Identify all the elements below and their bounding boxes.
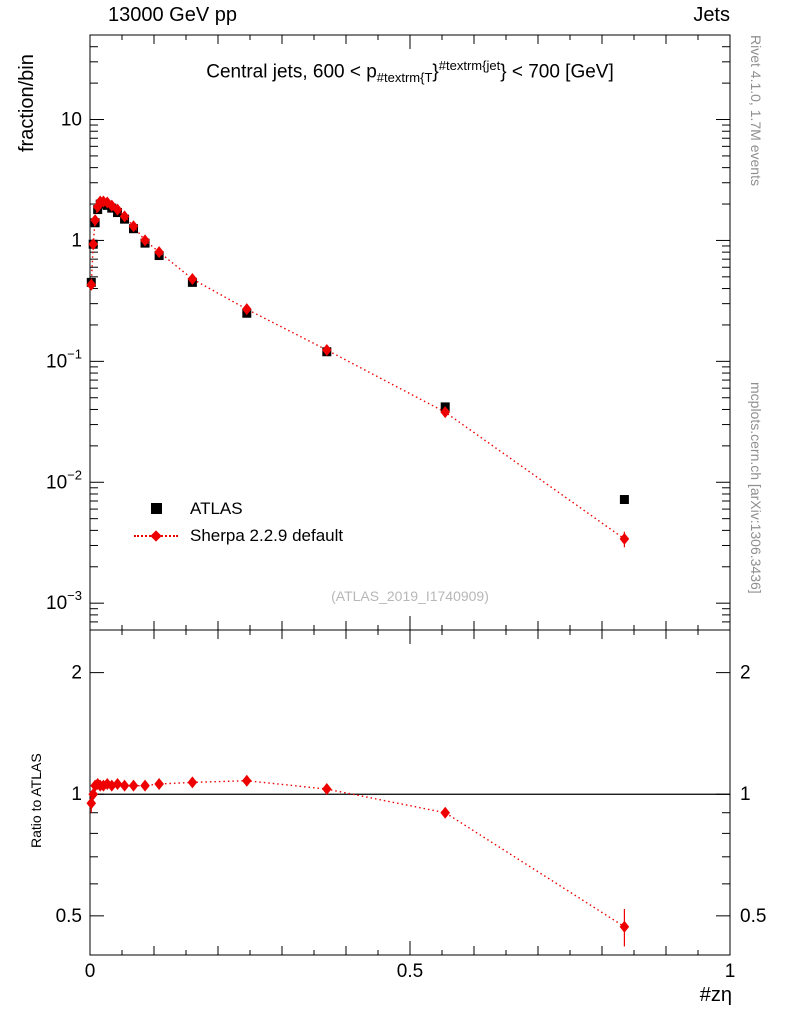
mcplots-credit-label: mcplots.cern.ch [arXiv:1306.3436] bbox=[748, 382, 764, 594]
atlas-series bbox=[86, 199, 629, 505]
legend-label-sherpa: Sherpa 2.2.9 default bbox=[190, 525, 344, 545]
plot-title-brace: } bbox=[432, 61, 439, 83]
plot-title-sub: #textrm{T bbox=[376, 70, 433, 86]
svg-text:0.5: 0.5 bbox=[56, 906, 82, 927]
svg-text:1: 1 bbox=[725, 961, 736, 982]
svg-text:1: 1 bbox=[71, 784, 82, 805]
svg-text:0.5: 0.5 bbox=[397, 961, 423, 982]
svg-text:1: 1 bbox=[740, 784, 751, 805]
plot-title-post: } < 700 [GeV] bbox=[500, 61, 614, 83]
plot-title-pre: Central jets, 600 < p bbox=[206, 61, 377, 83]
svg-text:2: 2 bbox=[71, 663, 82, 684]
sherpa-diamond-marker-icon bbox=[132, 526, 180, 546]
legend-label-atlas: ATLAS bbox=[190, 498, 243, 518]
y-axis-label-main: fraction/bin bbox=[16, 54, 38, 152]
plot-title: Central jets, 600 < p#textrm{T}#textrm{j… bbox=[100, 58, 720, 85]
atlas-square-marker-icon bbox=[132, 499, 180, 519]
svg-text:0: 0 bbox=[85, 961, 96, 982]
ratio-series bbox=[86, 774, 630, 947]
legend-item-sherpa: Sherpa 2.2.9 default bbox=[132, 522, 343, 549]
svg-text:10: 10 bbox=[61, 110, 82, 131]
svg-text:1: 1 bbox=[71, 230, 82, 251]
legend: ATLAS Sherpa 2.2.9 default bbox=[132, 495, 343, 549]
tick-labels: 10 1 10−1 10−2 10−3 0.5 0.5 1 1 2 2 0 0.5 1 bbox=[46, 110, 766, 982]
rivet-version-label: Rivet 4.1.0, 1.7M events bbox=[748, 35, 764, 186]
sherpa-series bbox=[86, 195, 630, 548]
plot-title-sup: #textrm{jet bbox=[438, 58, 501, 73]
svg-text:10−1: 10−1 bbox=[46, 346, 82, 372]
legend-item-atlas: ATLAS bbox=[132, 495, 343, 522]
ratio-frame bbox=[89, 629, 731, 956]
analysis-id-watermark: (ATLAS_2019_I1740909) bbox=[331, 588, 489, 604]
beam-energy-label: 13000 GeV pp bbox=[108, 4, 237, 26]
svg-text:10−3: 10−3 bbox=[46, 588, 82, 614]
y-axis-label-ratio: Ratio to ATLAS bbox=[28, 753, 44, 848]
x-axis-label: #zη bbox=[699, 984, 732, 1006]
analysis-group-label: Jets bbox=[693, 4, 730, 26]
svg-text:2: 2 bbox=[740, 663, 751, 684]
svg-text:0.5: 0.5 bbox=[740, 906, 766, 927]
svg-text:10−2: 10−2 bbox=[46, 467, 82, 493]
